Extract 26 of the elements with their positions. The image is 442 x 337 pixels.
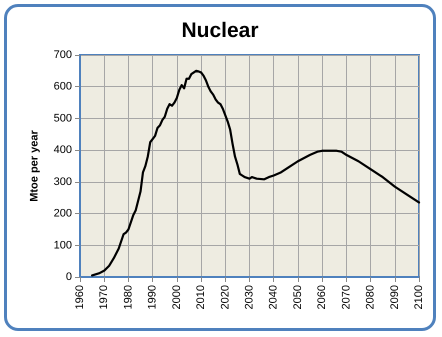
- x-tick-label: 2010: [195, 285, 208, 310]
- y-axis-title: Mtoe per year: [28, 130, 40, 202]
- y-tick-label: 100: [54, 239, 72, 252]
- y-tick-label: 200: [54, 208, 72, 220]
- x-tick-label: 2000: [170, 285, 183, 310]
- y-tick-label: 400: [54, 144, 72, 156]
- x-tick-label: 2060: [316, 285, 328, 310]
- y-tick-label: 700: [54, 49, 72, 61]
- y-tick-label: 500: [54, 112, 72, 124]
- x-tick-label: 2020: [219, 285, 232, 310]
- x-tick-label: 2080: [364, 285, 377, 310]
- x-tick-label: 2090: [388, 285, 401, 310]
- x-tick-label: 1980: [122, 285, 134, 310]
- x-tick-label: 2050: [292, 285, 304, 310]
- x-tick-label: 2030: [244, 285, 256, 310]
- x-tick-label: 1990: [146, 285, 159, 310]
- chart-title: Nuclear: [181, 19, 259, 42]
- x-tick-label: 2070: [340, 285, 352, 310]
- y-tick-label: 300: [54, 176, 72, 188]
- x-tick-label: 1970: [98, 285, 110, 310]
- x-tick-label: 2100: [413, 285, 425, 310]
- y-tick-label: 600: [54, 80, 72, 93]
- y-tick-label: 0: [66, 271, 72, 283]
- x-tick-label: 2040: [268, 285, 280, 310]
- line-series: [91, 70, 420, 277]
- x-tick-label: 1960: [74, 285, 86, 310]
